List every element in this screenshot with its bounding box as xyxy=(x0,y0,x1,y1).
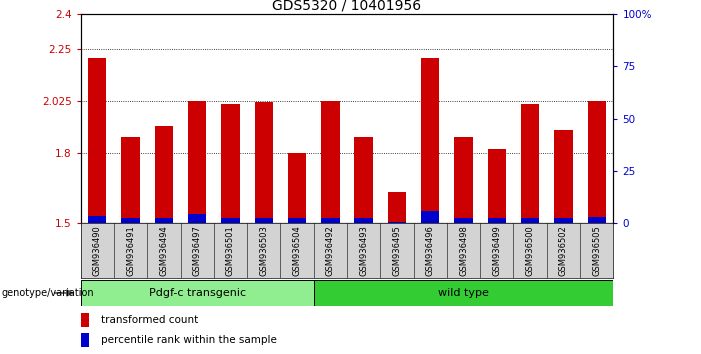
Bar xyxy=(521,218,539,223)
Bar xyxy=(388,192,406,223)
Text: GSM936491: GSM936491 xyxy=(126,225,135,276)
Bar xyxy=(288,218,306,223)
Text: GSM936497: GSM936497 xyxy=(193,225,202,276)
Bar xyxy=(454,218,472,223)
Text: GSM936500: GSM936500 xyxy=(526,225,535,276)
Bar xyxy=(355,137,373,223)
Bar xyxy=(188,101,206,223)
Bar xyxy=(81,313,90,327)
Bar xyxy=(488,218,506,223)
Text: GSM936499: GSM936499 xyxy=(492,225,501,276)
FancyBboxPatch shape xyxy=(314,280,613,306)
Bar xyxy=(355,218,373,223)
Bar xyxy=(321,218,339,223)
Text: wild type: wild type xyxy=(438,288,489,298)
Bar xyxy=(254,102,273,223)
Text: GSM936503: GSM936503 xyxy=(259,225,268,276)
Bar xyxy=(88,58,107,223)
Bar xyxy=(554,130,573,223)
Bar xyxy=(421,58,440,223)
Bar xyxy=(421,211,440,223)
Text: percentile rank within the sample: percentile rank within the sample xyxy=(101,335,277,345)
Bar xyxy=(88,216,107,223)
Bar xyxy=(121,218,139,223)
Text: GSM936494: GSM936494 xyxy=(159,225,168,276)
Bar xyxy=(521,103,539,223)
Text: GSM936490: GSM936490 xyxy=(93,225,102,276)
Bar xyxy=(554,218,573,223)
Bar xyxy=(222,218,240,223)
FancyBboxPatch shape xyxy=(81,280,314,306)
Bar xyxy=(321,101,339,223)
Text: GSM936493: GSM936493 xyxy=(359,225,368,276)
Text: GSM936495: GSM936495 xyxy=(393,225,402,276)
Text: transformed count: transformed count xyxy=(101,315,198,325)
Bar xyxy=(81,333,90,347)
Text: Pdgf-c transgenic: Pdgf-c transgenic xyxy=(149,288,246,298)
Bar xyxy=(155,126,173,223)
Bar xyxy=(188,214,206,223)
Text: GSM936504: GSM936504 xyxy=(292,225,301,276)
Bar xyxy=(222,103,240,223)
Bar xyxy=(254,218,273,223)
Bar xyxy=(121,137,139,223)
Text: GSM936502: GSM936502 xyxy=(559,225,568,276)
Title: GDS5320 / 10401956: GDS5320 / 10401956 xyxy=(273,0,421,13)
Text: GSM936496: GSM936496 xyxy=(426,225,435,276)
Bar xyxy=(454,137,472,223)
Bar xyxy=(587,217,606,223)
Text: genotype/variation: genotype/variation xyxy=(1,288,94,298)
Bar xyxy=(488,149,506,223)
Bar xyxy=(155,218,173,223)
Bar xyxy=(388,222,406,223)
Text: GSM936505: GSM936505 xyxy=(592,225,601,276)
Text: GSM936498: GSM936498 xyxy=(459,225,468,276)
Text: GSM936492: GSM936492 xyxy=(326,225,335,276)
Bar xyxy=(587,101,606,223)
Text: GSM936501: GSM936501 xyxy=(226,225,235,276)
Bar xyxy=(288,153,306,223)
